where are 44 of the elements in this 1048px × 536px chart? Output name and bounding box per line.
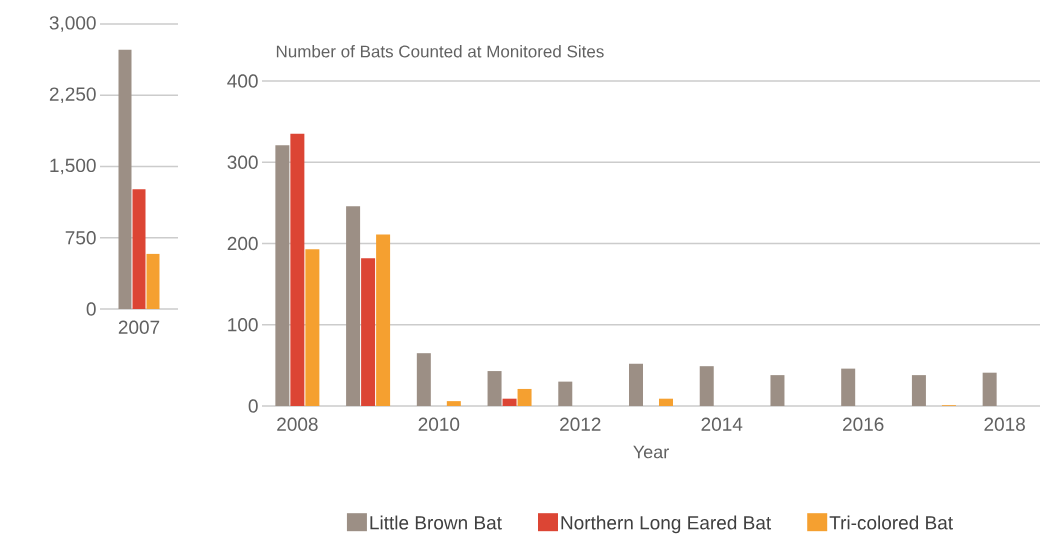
y-tick-label: 100: [228, 318, 258, 332]
bar: [446, 401, 461, 406]
y-tick-label: 1,500: [50, 158, 96, 175]
y-tick-label: 2,250: [49, 87, 96, 104]
legend-label: Little Brown Bat: [370, 515, 502, 530]
legend-label: Tri-colored Bat: [829, 515, 953, 530]
bar: [629, 363, 644, 406]
x-axis-title: Year: [633, 445, 669, 459]
x-tick-label: 2008: [277, 417, 318, 431]
y-tick-label: 200: [227, 236, 258, 251]
y-tick-label: 0: [86, 302, 96, 316]
x-tick-label: 2012: [560, 417, 601, 431]
x-tick-label: 2018: [984, 417, 1025, 431]
x-tick-label: 2014: [701, 417, 743, 431]
bar: [517, 388, 532, 406]
bar: [305, 249, 320, 406]
x-tick-label: 2016: [843, 417, 884, 431]
bar: [770, 375, 785, 406]
bar: [487, 371, 502, 406]
bar: [290, 133, 305, 406]
bar: [558, 381, 573, 406]
bar: [132, 189, 146, 309]
bar: [659, 398, 674, 406]
y-tick-label: 0: [248, 399, 258, 413]
y-tick-label: 750: [65, 231, 96, 245]
bar: [376, 234, 391, 406]
x-tick-label: 2007: [118, 320, 160, 334]
y-tick-label: 400: [227, 74, 258, 88]
bar: [502, 398, 517, 406]
x-tick-label: 2010: [418, 417, 460, 431]
bar: [361, 258, 376, 406]
bar: [841, 368, 856, 406]
legend-label: Northern Long Eared Bat: [561, 515, 772, 534]
bar: [699, 366, 714, 406]
bar: [275, 145, 290, 406]
bar: [346, 206, 361, 406]
bar: [416, 353, 431, 406]
bar: [146, 253, 160, 309]
chart-title: Number of Bats Counted at Monitored Sites: [276, 45, 604, 58]
y-tick-label: 3,000: [49, 16, 96, 32]
bar: [118, 49, 132, 309]
y-tick-label: 300: [227, 155, 258, 169]
bar: [911, 375, 926, 406]
bar: [982, 372, 997, 406]
